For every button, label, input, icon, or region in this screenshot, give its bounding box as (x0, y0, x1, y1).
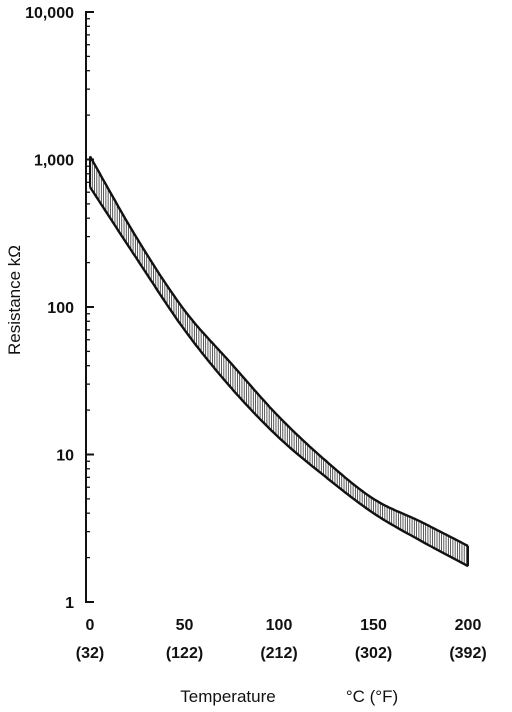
y-tick-label: 1,000 (34, 153, 74, 170)
x-axis-title: Temperature (180, 687, 275, 706)
x-tick-label: 0 (86, 617, 95, 634)
upper-curve (88, 155, 469, 547)
x-axis-unit: °C (°F) (346, 687, 398, 706)
x-tick-label: 200 (455, 617, 482, 634)
y-tick-label: 10,000 (25, 5, 74, 22)
axes (85, 11, 94, 603)
x-tick-label-fahrenheit: (122) (166, 645, 203, 662)
x-tick-label: 150 (360, 617, 387, 634)
y-tick-label: 1 (65, 595, 74, 612)
y-axis-title: Resistance kΩ (5, 245, 24, 355)
x-tick-label: 100 (266, 617, 293, 634)
y-tick-label: 100 (47, 300, 74, 317)
x-tick-label-fahrenheit: (212) (260, 645, 297, 662)
x-tick-label-fahrenheit: (302) (355, 645, 392, 662)
x-tick-label-fahrenheit: (392) (449, 645, 486, 662)
y-tick-label: 10 (56, 448, 74, 465)
tick-labels: 1 10 100 1,000 10,000 0 (32) 50 (122) 100 (212) 150… (25, 5, 487, 662)
lower-curve (88, 186, 469, 568)
resistance-band (88, 155, 469, 568)
x-tick-label: 50 (176, 617, 194, 634)
x-tick-label-fahrenheit: (32) (76, 645, 104, 662)
